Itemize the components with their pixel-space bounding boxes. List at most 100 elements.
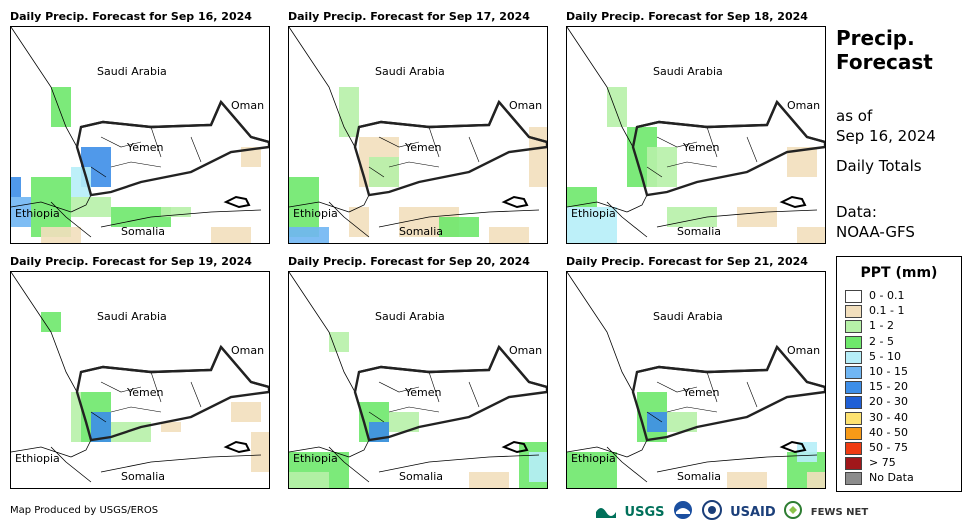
legend-swatch: [845, 320, 862, 334]
label-ethiopia: Ethiopia: [293, 207, 338, 220]
oman-border: [776, 101, 825, 144]
label-somalia: Somalia: [677, 225, 722, 238]
socotra-island: [223, 440, 251, 454]
footer-credit: Map Produced by USGS/EROS: [10, 505, 159, 516]
precip-cell: [667, 412, 697, 432]
precip-cell: [161, 207, 191, 217]
precip-cell: [647, 147, 677, 187]
precip-cell: [339, 87, 359, 137]
socotra-island: [501, 195, 529, 209]
precip-cell: [251, 432, 269, 472]
label-yemen: Yemen: [683, 386, 720, 399]
coastline-horn: [70, 194, 262, 228]
legend-label: 15 - 20: [869, 380, 908, 394]
oman-border: [220, 101, 269, 144]
fews-text: FEWS NET: [810, 506, 869, 518]
precip-cell: [567, 452, 617, 488]
precip-cell: [667, 207, 717, 227]
legend-swatch: [845, 472, 862, 486]
as-of-label: as of: [836, 107, 873, 125]
legend-label: > 75: [869, 456, 896, 470]
label-saudi-arabia: Saudi Arabia: [375, 310, 445, 323]
precip-cell: [231, 402, 261, 422]
label-somalia: Somalia: [121, 470, 166, 483]
precip-map: Saudi Arabia Oman Yemen Ethiopia Somalia: [566, 26, 826, 244]
precip-cell: [91, 412, 111, 442]
legend-swatch: [845, 350, 862, 364]
label-somalia: Somalia: [121, 225, 166, 238]
panel-title: Daily Precip. Forecast for Sep 18, 2024: [566, 10, 808, 23]
saudi-border: [358, 101, 501, 129]
legend-label: 0.1 - 1: [869, 304, 905, 318]
precip-cell: [737, 207, 777, 227]
admin-boundaries: [368, 126, 480, 178]
legend-swatch: [845, 381, 862, 395]
precip-cell: [529, 127, 547, 187]
forecast-title: Precip. Forecast: [836, 26, 933, 74]
precip-cell: [289, 227, 329, 243]
legend-label: 20 - 30: [869, 395, 908, 409]
precip-cell: [647, 412, 667, 432]
precip-map: Saudi Arabia Oman Yemen Ethiopia Somalia: [288, 26, 548, 244]
precip-cell: [329, 332, 349, 352]
label-somalia: Somalia: [399, 470, 444, 483]
label-oman: Oman: [787, 99, 821, 112]
label-saudi-arabia: Saudi Arabia: [653, 310, 723, 323]
usgs-logo: [596, 502, 616, 522]
label-ethiopia: Ethiopia: [571, 452, 616, 465]
noaa-logo: [673, 500, 693, 524]
fews-logo: [784, 501, 803, 523]
saudi-border: [636, 101, 779, 129]
coastline-horn: [348, 194, 540, 228]
socotra-island: [501, 440, 529, 454]
oman-border: [498, 101, 547, 144]
legend-swatch: [845, 396, 862, 410]
label-oman: Oman: [509, 99, 543, 112]
precip-cell: [469, 472, 509, 488]
precip-cell: [161, 422, 181, 432]
label-ethiopia: Ethiopia: [293, 452, 338, 465]
admin-boundaries: [646, 126, 758, 178]
saudi-border: [636, 346, 779, 374]
label-saudi-arabia: Saudi Arabia: [97, 310, 167, 323]
label-saudi-arabia: Saudi Arabia: [653, 65, 723, 78]
panel-title: Daily Precip. Forecast for Sep 16, 2024: [10, 10, 252, 23]
precip-cell: [797, 442, 817, 462]
forecast-title-line1: Precip.: [836, 26, 915, 50]
precip-cell: [41, 227, 81, 243]
coastline-horn: [348, 439, 540, 473]
saudi-border: [358, 346, 501, 374]
precip-cell: [241, 147, 261, 167]
coastline-horn: [70, 439, 262, 473]
admin-boundaries: [90, 126, 202, 178]
precip-cell: [349, 207, 369, 237]
socotra-island: [779, 440, 807, 454]
precip-cell: [369, 157, 399, 187]
label-yemen: Yemen: [405, 141, 442, 154]
legend-swatch: [845, 335, 862, 349]
legend-swatch: [845, 305, 862, 319]
usgs-text: USGS: [624, 504, 665, 520]
panel-title: Daily Precip. Forecast for Sep 20, 2024: [288, 255, 530, 268]
label-oman: Oman: [787, 344, 821, 357]
label-ethiopia: Ethiopia: [15, 207, 60, 220]
legend-swatch: [845, 290, 862, 303]
forecast-title-line2: Forecast: [836, 50, 933, 74]
oman-border: [776, 346, 825, 389]
legend-title: PPT (mm): [860, 265, 938, 281]
precip-cell: [289, 472, 329, 488]
precip-cell: [439, 217, 479, 237]
legend-label: 10 - 15: [869, 365, 908, 378]
data-label: Data:: [836, 203, 877, 221]
precip-cell: [607, 87, 627, 127]
precip-map: Saudi Arabia Oman Yemen Ethiopia Somalia: [10, 26, 270, 244]
admin-boundaries: [368, 371, 480, 423]
panel-title: Daily Precip. Forecast for Sep 21, 2024: [566, 255, 808, 268]
label-yemen: Yemen: [127, 141, 164, 154]
label-somalia: Somalia: [399, 225, 444, 238]
seal-logo: [701, 500, 722, 524]
oman-border: [498, 346, 547, 389]
legend-swatch: [845, 366, 862, 379]
legend-label: 0 - 0.1: [869, 289, 905, 302]
precip-cell: [71, 197, 111, 217]
